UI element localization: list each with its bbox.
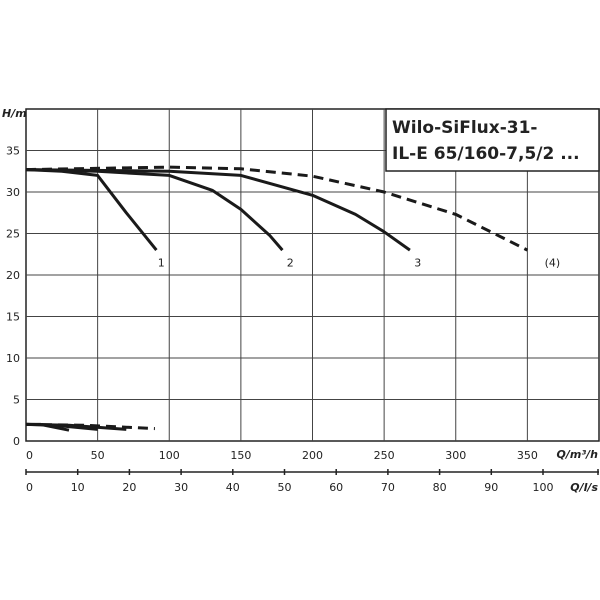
x2-tick-label: 40 — [226, 481, 240, 494]
x2-tick-label: 50 — [278, 481, 292, 494]
y-tick-label: 0 — [13, 435, 20, 448]
x-tick-label: 0 — [26, 449, 33, 462]
y-axis-label: H/m — [2, 107, 27, 120]
title-line-2: IL-E 65/160-7,5/2 ... — [392, 144, 580, 164]
curve-label: 2 — [287, 257, 294, 270]
x-tick-label: 350 — [517, 449, 538, 462]
curve-1 — [25, 168, 158, 252]
y-tick-label: 30 — [6, 186, 20, 199]
y-tick-label: 20 — [6, 269, 20, 282]
curve-label: (4) — [545, 257, 561, 270]
x2-tick-label: 10 — [71, 481, 85, 494]
curve-2 — [25, 168, 284, 252]
y-tick-label: 25 — [6, 228, 20, 241]
x-tick-label: 250 — [374, 449, 395, 462]
curve-4-low — [25, 422, 155, 431]
title-box: Wilo-SiFlux-31- IL-E 65/160-7,5/2 ... — [385, 108, 600, 172]
grid — [25, 108, 600, 475]
x-tick-label: 200 — [302, 449, 323, 462]
y-tick-label: 5 — [13, 394, 20, 407]
x-axis-label: Q/m³/h — [557, 448, 599, 461]
title-line-1: Wilo-SiFlux-31- — [392, 118, 538, 138]
x2-tick-label: 30 — [174, 481, 188, 494]
x-tick-label: 100 — [159, 449, 180, 462]
x-tick-label: 300 — [445, 449, 466, 462]
x2-tick-label: 100 — [533, 481, 554, 494]
curve-4 — [25, 165, 529, 252]
curve-label: 1 — [158, 257, 165, 270]
curve-3-low — [25, 422, 127, 431]
x-tick-label: 50 — [91, 449, 105, 462]
x-tick-label: 150 — [230, 449, 251, 462]
curves — [25, 165, 529, 432]
x2-axis-label: Q/l/s — [570, 481, 598, 494]
x2-tick-label: 70 — [381, 481, 395, 494]
x2-tick-label: 20 — [122, 481, 136, 494]
x2-tick-label: 90 — [484, 481, 498, 494]
y-tick-label: 10 — [6, 352, 20, 365]
y-tick-label: 15 — [6, 311, 20, 324]
x2-tick-label: 60 — [329, 481, 343, 494]
y-tick-label: 35 — [6, 145, 20, 158]
curve-3 — [25, 168, 411, 252]
x2-tick-label: 0 — [26, 481, 33, 494]
x2-tick-label: 80 — [433, 481, 447, 494]
curve-label: 3 — [414, 257, 421, 270]
